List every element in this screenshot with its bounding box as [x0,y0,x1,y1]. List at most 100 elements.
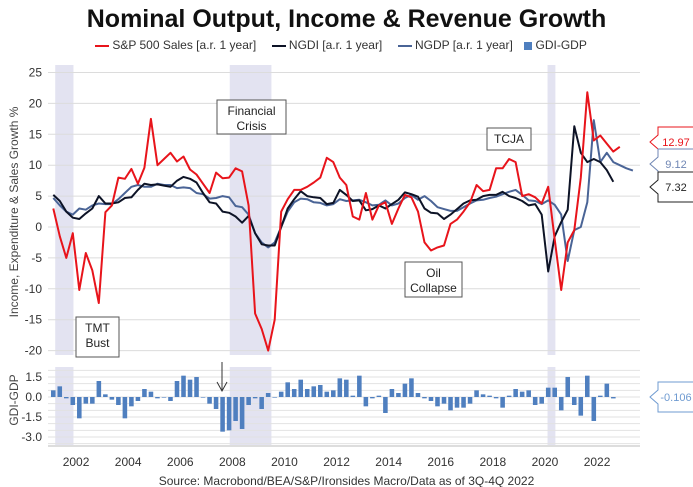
gdi-gdp-bar [350,395,356,397]
gdi-gdp-bar [291,389,297,397]
x-tick-label: 2002 [63,455,90,469]
y-tick-label: 25 [29,66,43,80]
chart-title: Nominal Output, Income & Revenue Growth [86,5,607,33]
gdi-gdp-bar [526,390,531,397]
last-value-gdi-gdp-box [649,381,693,413]
annotation-text: TMT [85,321,110,335]
y-tick-label: -10 [25,282,43,296]
x-tick-label: 2016 [427,455,454,469]
last-value-ngdi-box [649,171,693,203]
gdi-gdp-bar [278,391,284,397]
gdi-gdp-bar [155,397,160,399]
gdi-gdp-bar [226,397,232,431]
gdi-gdp-bar [435,397,440,407]
y-tick-label-lower: -1.5 [21,410,42,424]
gdi-gdp-bar [129,397,134,407]
gdi-gdp-bar [174,381,180,397]
gdi-gdp-bar [116,397,121,405]
y-tick-label: -20 [25,344,43,358]
gdi-gdp-bar [480,394,486,397]
gdi-gdp-bar [383,397,388,413]
gdi-gdp-bar [448,397,453,411]
gdi-gdp-bar [148,391,154,397]
legend-gdi-gdp: GDI-GDP [535,38,587,52]
series-line-sales [52,91,621,352]
gdi-gdp-bar [207,397,212,404]
y-tick-label: -5 [31,251,42,265]
gdi-gdp-bar [376,395,382,397]
gdi-gdp-bar [311,386,317,397]
gdi-gdp-bar [578,397,584,416]
gdi-gdp-bar [493,397,499,399]
last-value-ngdi: 7.32 [665,182,686,194]
gdi-gdp-bar [344,379,349,397]
y-tick-label-lower: 1.5 [25,370,42,384]
gdi-gdp-bar [337,378,343,397]
annotation-text: Collapse [410,281,457,295]
gdi-gdp-bar [200,397,206,398]
gdi-gdp-bar [109,397,115,400]
annotation-box [486,127,532,151]
gdi-gdp-bar [272,397,277,398]
last-value-ngdp: 9.12 [665,159,686,171]
x-tick-label: 2004 [115,455,142,469]
gdi-gdp-bar [233,397,238,421]
gdi-gdp-bar [103,394,108,397]
last-value-gdi-gdp: -0.106 [660,392,691,404]
gdi-gdp-bar [467,397,473,404]
annotation-text: Financial [227,104,275,118]
gdi-gdp-bar [422,397,427,399]
gdi-gdp-bar [539,397,544,404]
gdi-gdp-bar [552,387,557,397]
gdi-gdp-bar [83,397,89,404]
x-tick-label: 2012 [323,455,350,469]
y-tick-label: 20 [29,96,43,110]
gdi-gdp-bar [611,397,616,399]
arrow-head-icon [216,381,228,393]
gdi-gdp-bar [239,397,245,429]
gdi-gdp-bar [500,397,505,408]
gdi-gdp-bar [220,397,225,432]
gdi-gdp-bar [161,397,167,398]
gdi-gdp-bar [168,397,173,401]
y-tick-label: 15 [29,127,43,141]
gdi-gdp-bar [415,393,421,397]
gdi-gdp-bar [90,397,95,404]
gdi-gdp-bar [396,393,401,397]
gdi-gdp-bar [304,389,310,397]
x-tick-label: 2008 [219,455,246,469]
gdi-gdp-bar [50,390,56,397]
gdi-gdp-bar [77,397,82,419]
gdi-gdp-bar [370,397,375,399]
annotation-text: Bust [85,336,110,350]
gdi-gdp-bar [571,397,577,405]
gdi-gdp-bar [428,397,434,401]
legend-swatch-sales [95,44,109,47]
gdi-gdp-bar [506,395,512,397]
gdi-gdp-bar [259,397,264,409]
gdi-gdp-bar [317,385,323,397]
recession-band-lower [55,367,74,445]
gdi-gdp-bar [585,375,590,397]
series-line-ngdp [52,119,634,262]
legend-swatch-ngdi [271,44,286,47]
gdi-gdp-bar [331,390,336,397]
legend-ngdp: NGDP [a.r. 1 year] [414,38,513,52]
x-tick-label: 2006 [167,455,194,469]
gdi-gdp-bar [252,397,258,399]
gdi-gdp-bar [545,387,551,397]
annotation-box [404,261,463,298]
y-tick-label: 5 [35,189,42,203]
gdi-gdp-bar [96,381,102,397]
legend-swatch-ngdp [397,44,412,47]
gdi-gdp-bar [181,375,186,397]
gdi-gdp-bar [122,397,128,419]
x-tick-label: 2010 [271,455,298,469]
last-value-sales: 12.97 [662,137,690,149]
gdi-gdp-bar [187,379,193,397]
source-note: Source: Macrobond/BEA/S&P/Ironsides Macr… [158,474,535,487]
gdi-gdp-bar [402,383,408,397]
gdi-gdp-bar [363,397,369,407]
